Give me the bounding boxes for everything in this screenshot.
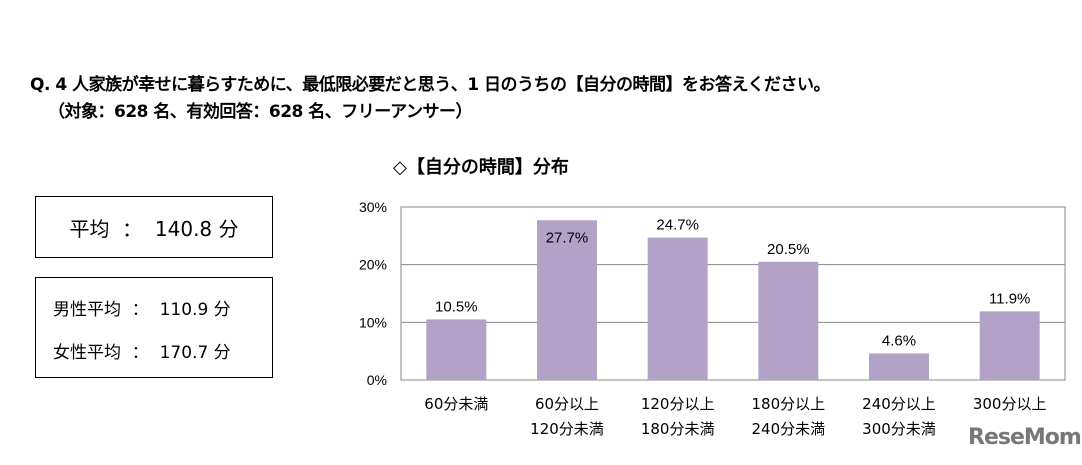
bar: [758, 261, 819, 380]
x-tick-label: 240分以上: [862, 395, 936, 413]
data-label: 20.5%: [767, 241, 810, 258]
bar: [869, 353, 929, 380]
x-tick-label: 240分未満: [752, 420, 826, 438]
x-tick-label: 120分以上: [641, 395, 715, 413]
y-tick-label: 30%: [359, 199, 387, 215]
x-tick-label: 180分未満: [641, 420, 715, 438]
male-average: 男性平均 ： 110.9 分: [53, 300, 231, 320]
question-subtext: （対象：628 名、有効回答：628 名、フリーアンサー）: [48, 102, 472, 122]
x-tick-label: 120分未満: [530, 420, 604, 438]
gender-averages: 男性平均 ： 110.9 分 女性平均 ： 170.7 分: [35, 277, 273, 378]
bar: [979, 311, 1040, 380]
data-label: 27.7%: [546, 229, 589, 246]
data-label: 10.5%: [435, 298, 478, 315]
data-label: 11.9%: [989, 290, 1030, 307]
x-tick-label: 180分以上: [752, 395, 826, 413]
plot-area: [400, 206, 1066, 381]
female-average: 女性平均 ： 170.7 分: [53, 343, 231, 363]
y-tick-label: 10%: [359, 314, 387, 330]
x-tick-label: 300分以上: [973, 395, 1047, 413]
y-tick-label: 0%: [367, 372, 387, 388]
chart-title: ◇【自分の時間】分布: [393, 157, 569, 178]
bar: [537, 220, 597, 380]
x-tick-label: 60分未満: [424, 395, 488, 413]
x-tick-label: 300分未満: [862, 420, 936, 438]
bar: [647, 237, 708, 380]
x-tick-label: 60分以上: [535, 395, 599, 413]
question-text: Q. 4 人家族が幸せに暮らすために、最低限必要だと思う、1 日のうちの【自分の…: [30, 75, 830, 95]
bar: [426, 319, 487, 380]
data-label: 24.7%: [656, 217, 699, 234]
data-label: 4.6%: [882, 332, 916, 349]
y-tick-label: 20%: [359, 257, 387, 273]
resemom-logo: ReseMom: [968, 425, 1082, 450]
overall-average: 平均 ： 140.8 分: [35, 196, 273, 258]
